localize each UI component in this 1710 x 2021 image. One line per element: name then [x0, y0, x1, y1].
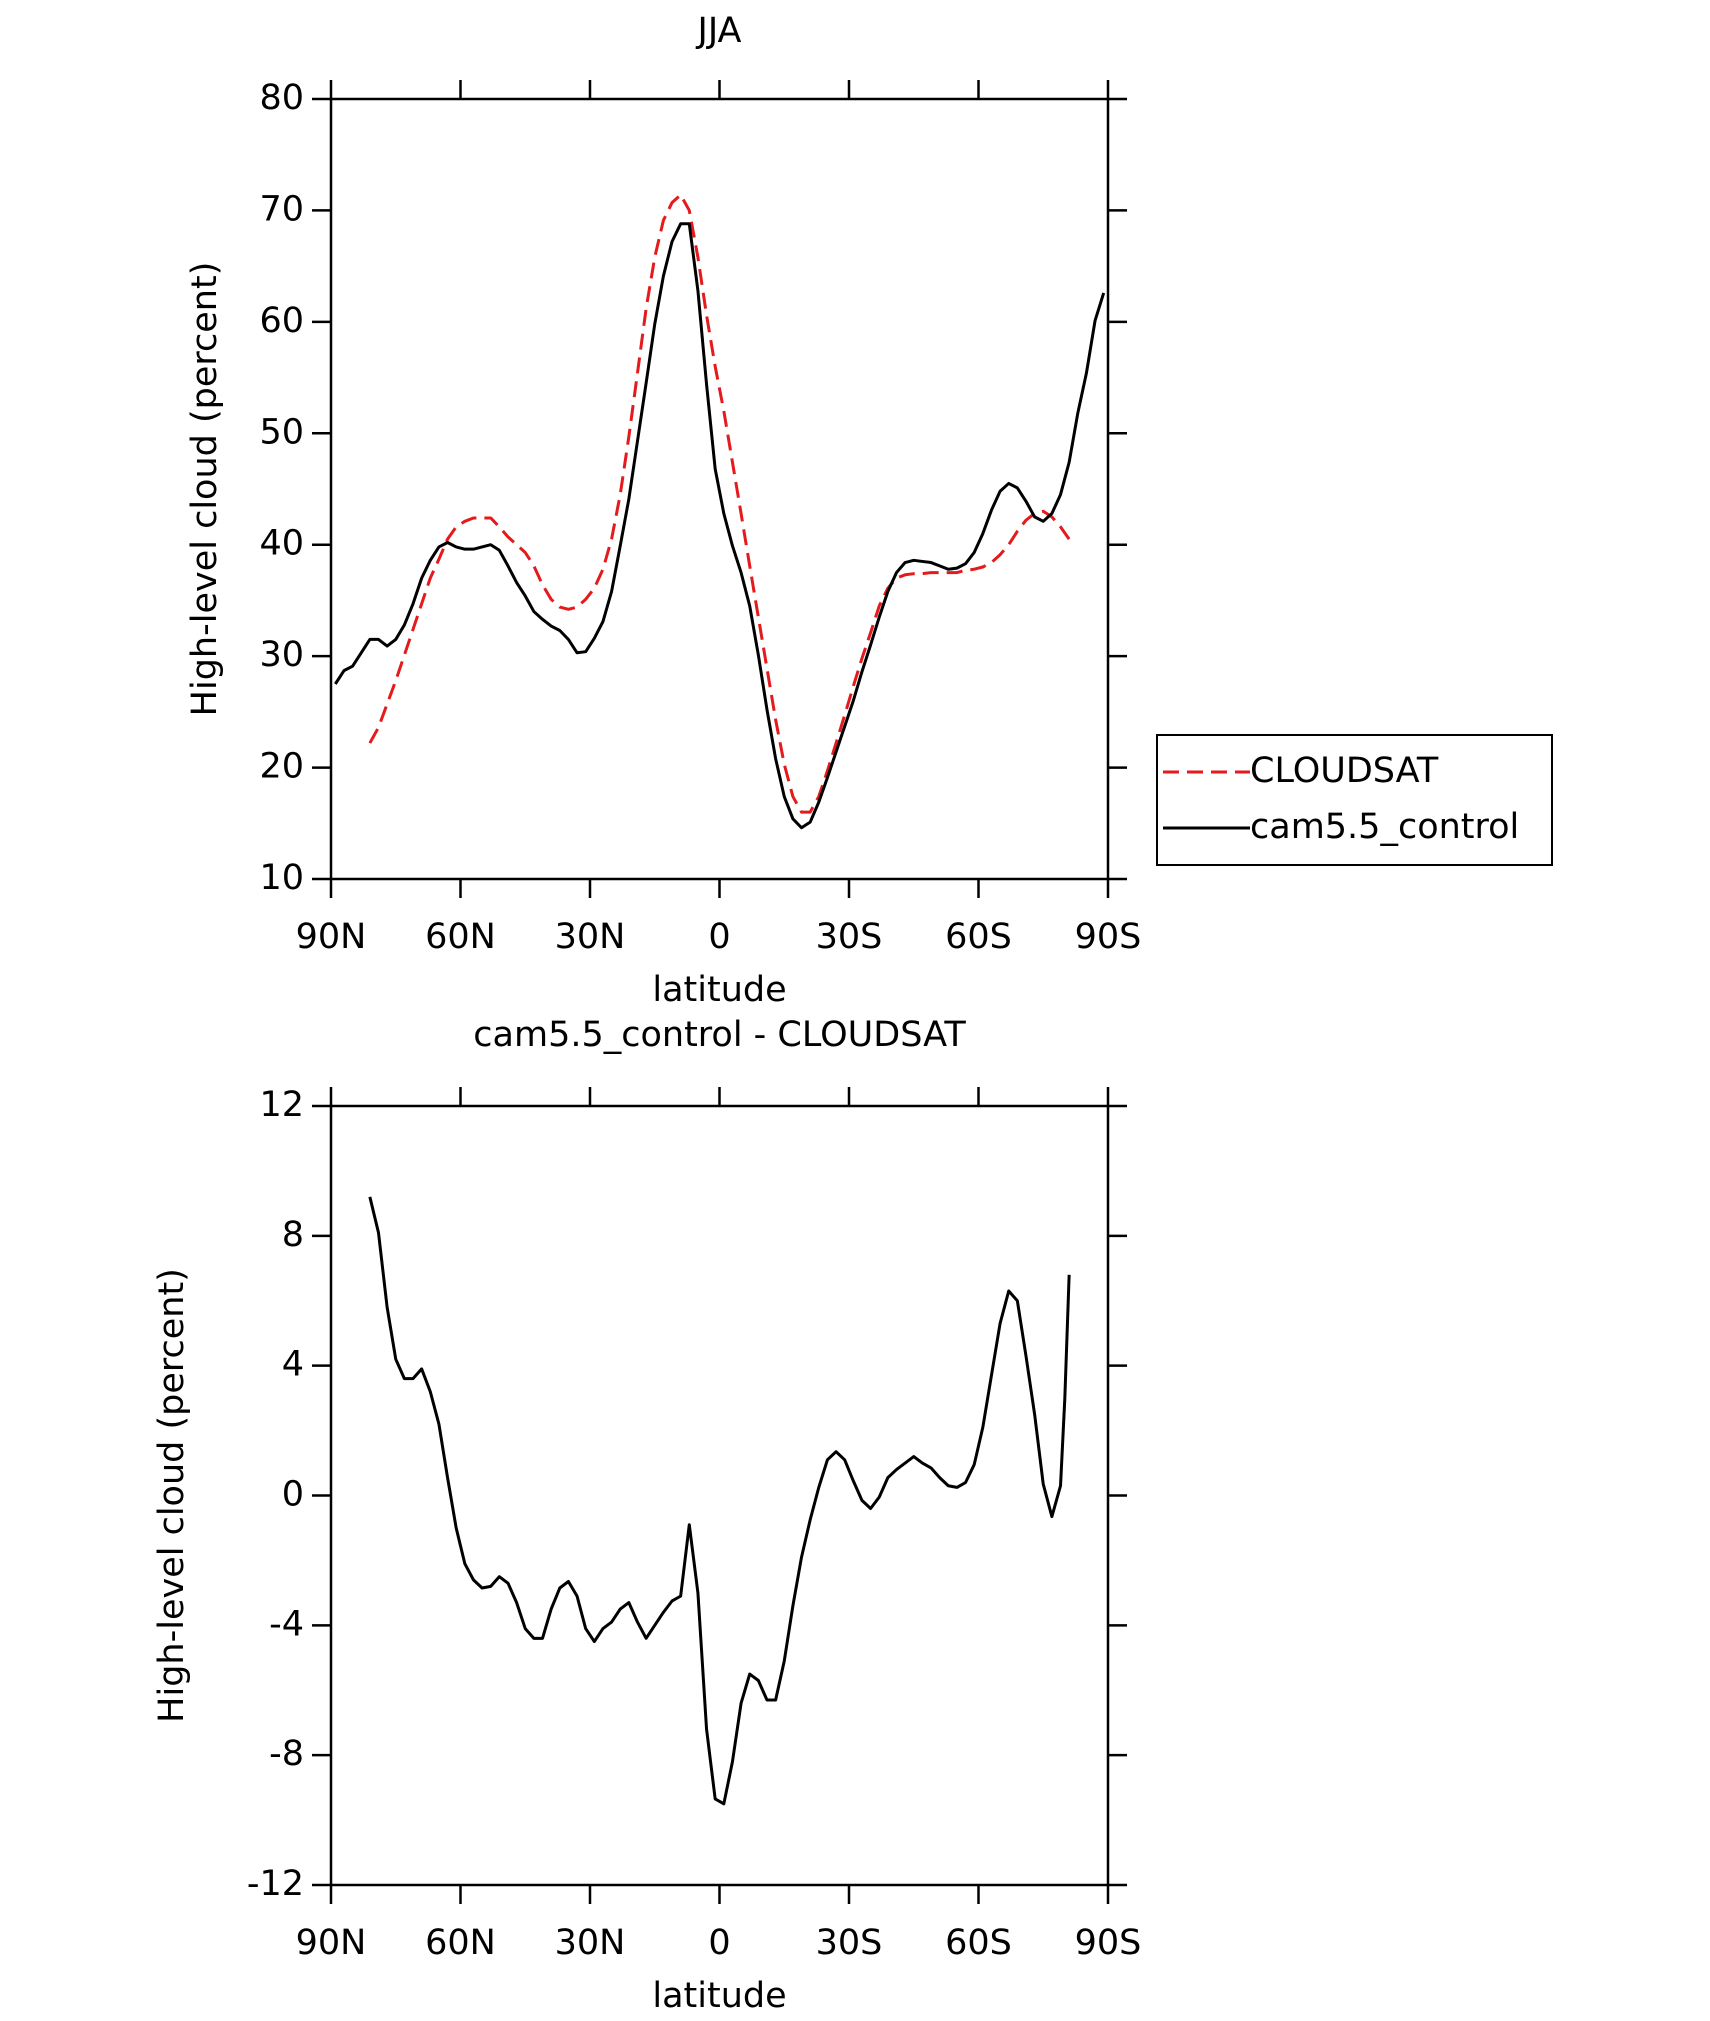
x-tick-label: 0 [708, 1923, 730, 1963]
x-tick-label: 90N [296, 1923, 367, 1963]
y-tick-label: 80 [259, 78, 304, 118]
x-tick-label: 90N [296, 917, 367, 957]
x-tick-label: 30S [816, 1923, 883, 1963]
x-tick-label: 90S [1075, 917, 1142, 957]
y-tick-label: -4 [269, 1604, 304, 1644]
legend-label: CLOUDSAT [1250, 751, 1439, 791]
y-tick-label: -12 [247, 1864, 304, 1904]
y-tick-label: 8 [282, 1215, 304, 1255]
y-tick-label: -8 [269, 1734, 304, 1774]
y-axis-label: High-level cloud (percent) [152, 1268, 192, 1723]
y-tick-label: 70 [259, 189, 304, 229]
x-tick-label: 90S [1075, 1923, 1142, 1963]
x-tick-label: 60N [425, 1923, 496, 1963]
y-tick-label: 0 [282, 1475, 304, 1515]
x-tick-label: 60S [945, 917, 1012, 957]
x-tick-label: 30N [555, 917, 626, 957]
y-tick-label: 12 [259, 1085, 304, 1125]
chart-title: JJA [696, 11, 742, 51]
x-tick-label: 30N [555, 1923, 626, 1963]
data-line [368, 1196, 1071, 1806]
x-tick-label: 60S [945, 1923, 1012, 1963]
x-axis-label: latitude [652, 1976, 786, 2016]
y-tick-label: 60 [259, 301, 304, 341]
y-tick-label: 4 [282, 1345, 304, 1385]
x-axis-label: latitude [652, 970, 786, 1010]
plot-frame [329, 1104, 1110, 1887]
chart-title: cam5.5_control - CLOUDSAT [473, 1015, 966, 1055]
data-line [368, 193, 1071, 814]
x-tick-label: 30S [816, 917, 883, 957]
y-tick-label: 30 [259, 635, 304, 675]
x-tick-label: 0 [708, 917, 730, 957]
x-tick-label: 60N [425, 917, 496, 957]
y-tick-label: 20 [259, 747, 304, 787]
y-axis-label: High-level cloud (percent) [185, 262, 225, 717]
data-line [334, 222, 1106, 830]
chart: JJA latitude High-level cloud (percent) 90N… [185, 11, 1553, 1010]
y-tick-label: 50 [259, 412, 304, 452]
y-tick-label: 10 [259, 858, 304, 898]
legend-label: cam5.5_control [1250, 807, 1519, 847]
chart: cam5.5_control - CLOUDSAT latitude High-le… [152, 1015, 1141, 2016]
y-tick-label: 40 [259, 524, 304, 564]
legend-box [1156, 734, 1553, 866]
